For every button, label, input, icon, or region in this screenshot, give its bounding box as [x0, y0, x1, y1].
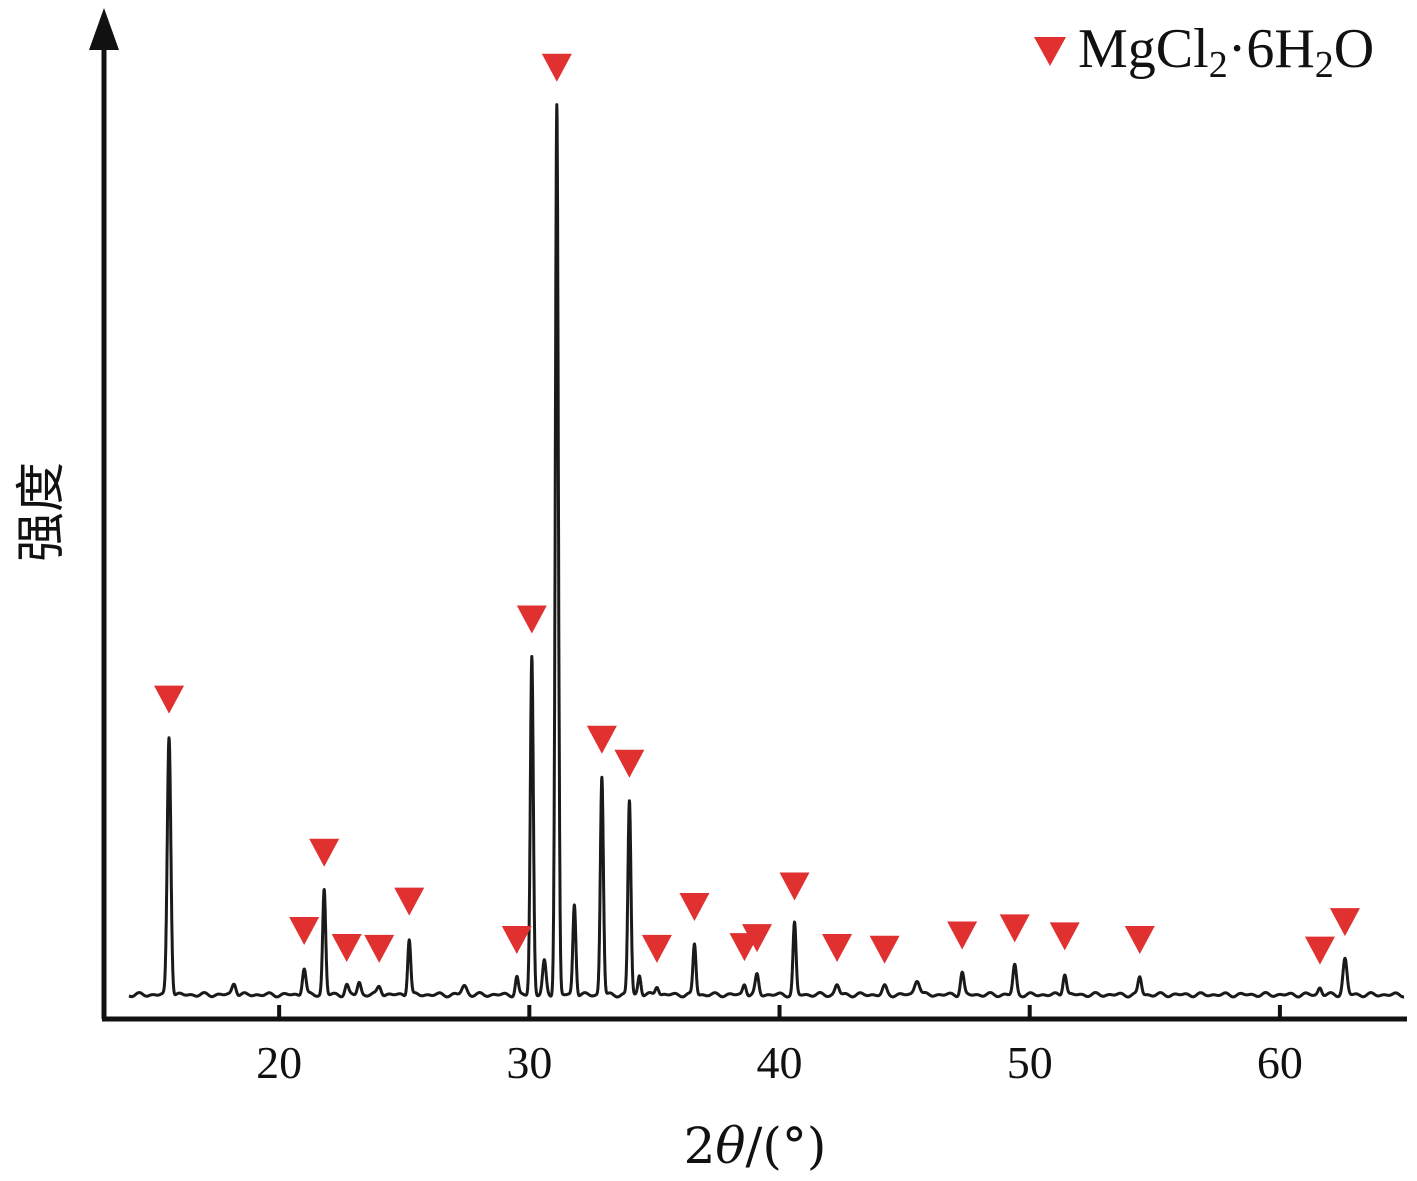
xrd-pattern-line: [127, 103, 1406, 999]
peak-marker: [309, 838, 340, 867]
x-tick-label: 50: [1007, 1037, 1053, 1088]
legend: MgCl2·6H2O: [1034, 18, 1374, 86]
peak-marker: [679, 893, 710, 922]
x-axis-title: 2θ/(°): [684, 1117, 827, 1175]
legend-label: MgCl2·6H2O: [1078, 18, 1374, 86]
peak-marker: [1304, 936, 1335, 965]
y-axis-arrow: [89, 8, 119, 50]
peak-marker: [1124, 925, 1155, 954]
peak-marker: [947, 921, 978, 950]
peak-marker: [999, 914, 1030, 943]
legend-marker-icon: [1034, 37, 1066, 66]
peak-marker: [742, 924, 773, 953]
peak-markers: [154, 53, 1360, 965]
peak-marker: [779, 872, 810, 901]
plot-area: [127, 103, 1406, 999]
x-tick-label: 20: [256, 1037, 302, 1088]
peak-marker: [822, 933, 853, 962]
peak-marker: [394, 887, 425, 916]
x-tick-label: 40: [757, 1037, 803, 1088]
y-axis-title: 强度: [12, 462, 70, 562]
peak-marker: [364, 934, 395, 963]
peak-marker: [501, 925, 532, 954]
x-tick-label: 30: [506, 1037, 552, 1088]
peak-marker: [289, 917, 320, 946]
peak-marker: [869, 935, 900, 964]
peak-marker: [614, 749, 645, 778]
peak-marker: [1329, 908, 1360, 937]
peak-marker: [541, 53, 572, 82]
peak-marker: [154, 685, 185, 714]
peak-marker: [586, 725, 617, 754]
peak-marker: [331, 933, 362, 962]
peak-marker: [641, 934, 672, 963]
x-tick-label: 60: [1257, 1037, 1303, 1088]
peak-marker: [1049, 922, 1080, 951]
x-axis-ticks: 20 30 40 50 60: [256, 1005, 1303, 1088]
peak-marker: [516, 605, 547, 634]
